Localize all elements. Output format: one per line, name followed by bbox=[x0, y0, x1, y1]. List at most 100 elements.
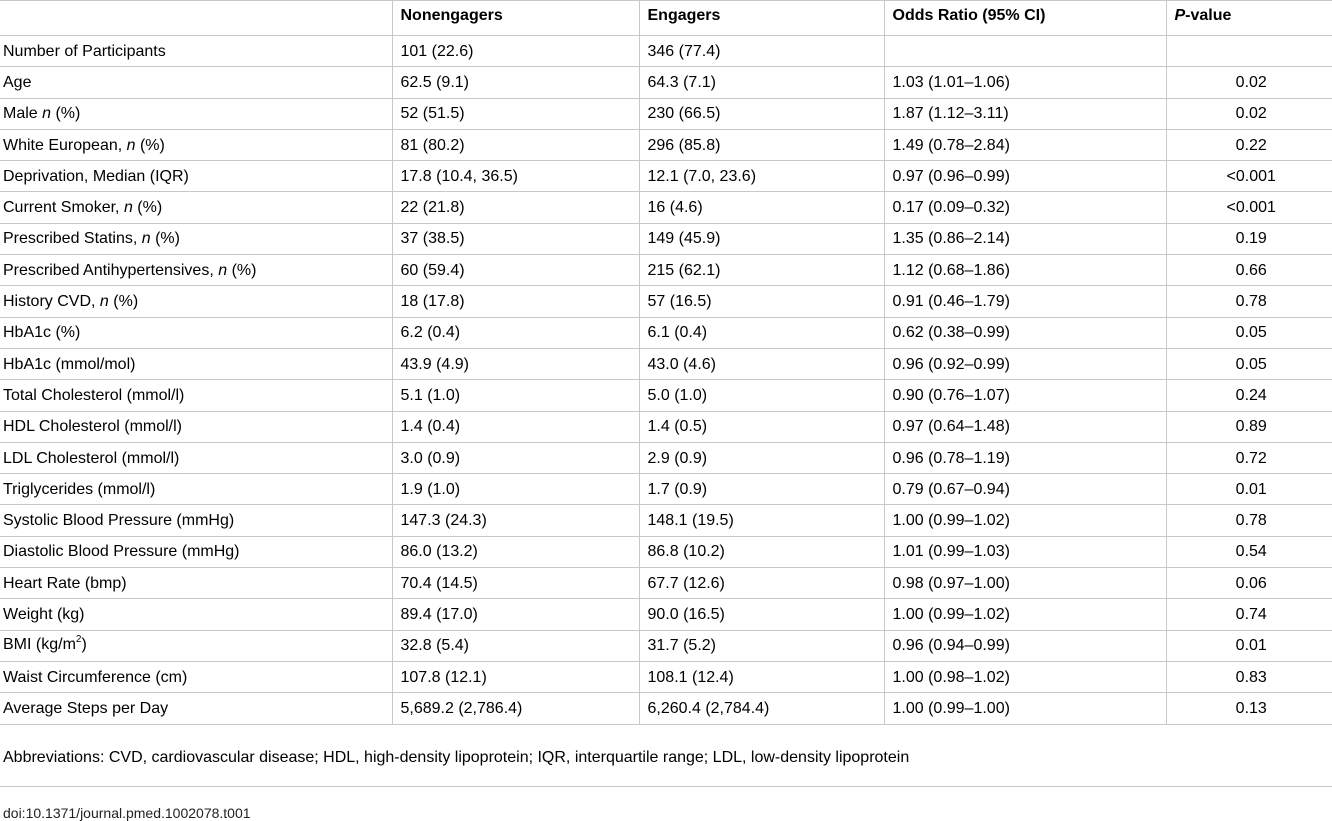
cell-odds-ratio: 1.35 (0.86–2.14) bbox=[883, 223, 1166, 256]
table-row: BMI (kg/m2) 32.8 (5.4) 31.7 (5.2) 0.96 (0.9… bbox=[0, 630, 1332, 662]
row-label-italic: n bbox=[141, 230, 151, 248]
cell-p-value: 0.05 bbox=[1165, 348, 1332, 381]
cell-odds-ratio: 0.98 (0.97–1.00) bbox=[883, 567, 1166, 600]
cell-engagers: 1.4 (0.5) bbox=[638, 411, 884, 443]
cell-engagers: 31.7 (5.2) bbox=[638, 630, 884, 662]
cell-odds-ratio: 0.96 (0.94–0.99) bbox=[883, 630, 1166, 662]
row-label: Average Steps per Day bbox=[0, 692, 392, 725]
doi-text: doi:10.1371/journal.pmed.1002078.t001 bbox=[3, 804, 251, 821]
cell-odds-ratio: 0.62 (0.38–0.99) bbox=[883, 317, 1166, 349]
cell-odds-ratio: 1.00 (0.99–1.02) bbox=[883, 504, 1166, 537]
cell-odds-ratio: 0.17 (0.09–0.32) bbox=[883, 191, 1166, 224]
table-row: Waist Circumference (cm) 107.8 (12.1) 108.… bbox=[0, 661, 1332, 694]
row-label: White European, n (%) bbox=[0, 129, 392, 162]
cell-nonengagers: 1.9 (1.0) bbox=[391, 473, 639, 506]
table-row: Deprivation, Median (IQR) 17.8 (10.4, 36.… bbox=[0, 160, 1332, 193]
cell-p-value: <0.001 bbox=[1165, 191, 1332, 224]
footnote: Abbreviations: CVD, cardiovascular disea… bbox=[0, 725, 1332, 787]
cell-engagers: 57 (16.5) bbox=[638, 285, 884, 318]
header-blank bbox=[0, 0, 392, 36]
row-label-text: Male bbox=[3, 105, 43, 123]
cell-engagers: 67.7 (12.6) bbox=[638, 567, 884, 600]
cell-nonengagers: 43.9 (4.9) bbox=[391, 348, 639, 381]
row-label-superscript: 2 bbox=[75, 634, 82, 646]
cell-nonengagers: 60 (59.4) bbox=[391, 254, 639, 287]
row-label: Systolic Blood Pressure (mmHg) bbox=[0, 504, 392, 537]
row-label: History CVD, n (%) bbox=[0, 285, 392, 318]
table-row: Average Steps per Day 5,689.2 (2,786.4) 6,… bbox=[0, 692, 1332, 725]
row-label-text: Prescribed Antihypertensives, bbox=[3, 261, 219, 279]
cell-engagers: 149 (45.9) bbox=[638, 223, 884, 256]
cell-nonengagers: 86.0 (13.2) bbox=[391, 536, 639, 569]
row-label: Heart Rate (bmp) bbox=[0, 567, 392, 600]
table-row: Current Smoker, n (%) 22 (21.8) 16 (4.6) 0.… bbox=[0, 191, 1332, 224]
cell-odds-ratio: 0.96 (0.92–0.99) bbox=[883, 348, 1166, 381]
cell-engagers: 6,260.4 (2,784.4) bbox=[638, 692, 884, 725]
row-label: Total Cholesterol (mmol/l) bbox=[0, 379, 392, 412]
cell-nonengagers: 5,689.2 (2,786.4) bbox=[391, 692, 639, 725]
table-row: Total Cholesterol (mmol/l) 5.1 (1.0) 5.0 (… bbox=[0, 379, 1332, 412]
row-label-italic: n bbox=[123, 199, 133, 217]
cell-nonengagers: 6.2 (0.4) bbox=[391, 317, 639, 349]
cell-odds-ratio: 1.00 (0.99–1.00) bbox=[883, 692, 1166, 725]
cell-odds-ratio: 1.00 (0.99–1.02) bbox=[883, 598, 1166, 631]
row-label: Prescribed Antihypertensives, n (%) bbox=[0, 254, 392, 287]
cell-p-value: 0.05 bbox=[1165, 317, 1332, 349]
header-row: Nonengagers Engagers Odds Ratio (95% CI)… bbox=[0, 0, 1332, 36]
table-body: Number of Participants 101 (22.6) 346 (77.… bbox=[0, 35, 1332, 725]
row-label-italic: n bbox=[218, 261, 228, 279]
table-row: History CVD, n (%) 18 (17.8) 57 (16.5) 0.91… bbox=[0, 285, 1332, 318]
cell-engagers: 346 (77.4) bbox=[638, 35, 884, 68]
cell-p-value: 0.01 bbox=[1165, 630, 1332, 662]
cell-odds-ratio: 0.79 (0.67–0.94) bbox=[883, 473, 1166, 506]
row-label-text: BMI (kg/m bbox=[3, 636, 76, 654]
table-row: Heart Rate (bmp) 70.4 (14.5) 67.7 (12.6) 0.… bbox=[0, 567, 1332, 600]
table-row: Weight (kg) 89.4 (17.0) 90.0 (16.5) 1.00 (0… bbox=[0, 598, 1332, 631]
header-odds-ratio: Odds Ratio (95% CI) bbox=[883, 0, 1166, 36]
cell-p-value: 0.19 bbox=[1165, 223, 1332, 256]
cell-engagers: 86.8 (10.2) bbox=[638, 536, 884, 569]
row-label: Current Smoker, n (%) bbox=[0, 191, 392, 224]
header-p-value: P-value bbox=[1165, 0, 1332, 36]
cell-p-value: 0.01 bbox=[1165, 473, 1332, 506]
table-row: HbA1c (mmol/mol) 43.9 (4.9) 43.0 (4.6) 0.96… bbox=[0, 348, 1332, 381]
row-label: Diastolic Blood Pressure (mmHg) bbox=[0, 536, 392, 569]
cell-nonengagers: 22 (21.8) bbox=[391, 191, 639, 224]
table-row: Prescribed Statins, n (%) 37 (38.5) 149 (4… bbox=[0, 223, 1332, 256]
cell-nonengagers: 37 (38.5) bbox=[391, 223, 639, 256]
cell-engagers: 230 (66.5) bbox=[638, 98, 884, 130]
cell-p-value: 0.74 bbox=[1165, 598, 1332, 631]
cell-nonengagers: 32.8 (5.4) bbox=[391, 630, 639, 662]
header-p-italic: P bbox=[1174, 7, 1186, 24]
row-label: Weight (kg) bbox=[0, 598, 392, 631]
cell-odds-ratio: 1.03 (1.01–1.06) bbox=[883, 66, 1166, 99]
cell-nonengagers: 1.4 (0.4) bbox=[391, 411, 639, 443]
cell-nonengagers: 101 (22.6) bbox=[391, 35, 639, 68]
table-row: Male n (%) 52 (51.5) 230 (66.5) 1.87 (1.12–… bbox=[0, 98, 1332, 130]
cell-p-value: 0.22 bbox=[1165, 129, 1332, 162]
cell-nonengagers: 5.1 (1.0) bbox=[391, 379, 639, 412]
cell-nonengagers: 147.3 (24.3) bbox=[391, 504, 639, 537]
row-label: Waist Circumference (cm) bbox=[0, 661, 392, 694]
row-label: Male n (%) bbox=[0, 98, 392, 130]
table-row: Diastolic Blood Pressure (mmHg) 86.0 (13.… bbox=[0, 536, 1332, 569]
table-row: Triglycerides (mmol/l) 1.9 (1.0) 1.7 (0.9)… bbox=[0, 473, 1332, 506]
cell-p-value: 0.72 bbox=[1165, 442, 1332, 475]
row-label: HbA1c (%) bbox=[0, 317, 392, 349]
table-row: Prescribed Antihypertensives, n (%) 60 (5… bbox=[0, 254, 1332, 287]
cell-engagers: 148.1 (19.5) bbox=[638, 504, 884, 537]
cell-p-value: 0.13 bbox=[1165, 692, 1332, 725]
cell-odds-ratio: 1.49 (0.78–2.84) bbox=[883, 129, 1166, 162]
row-label: Age bbox=[0, 66, 392, 99]
header-p-rest: -value bbox=[1185, 7, 1232, 24]
cell-nonengagers: 62.5 (9.1) bbox=[391, 66, 639, 99]
cell-engagers: 12.1 (7.0, 23.6) bbox=[638, 160, 884, 193]
row-label-italic: n bbox=[42, 105, 52, 123]
cell-p-value: 0.02 bbox=[1165, 98, 1332, 130]
row-label-suffix: (%) bbox=[51, 105, 81, 123]
table-row: Systolic Blood Pressure (mmHg) 147.3 (24.… bbox=[0, 504, 1332, 537]
cell-engagers: 6.1 (0.4) bbox=[638, 317, 884, 349]
cell-p-value: 0.02 bbox=[1165, 66, 1332, 99]
row-label: Deprivation, Median (IQR) bbox=[0, 160, 392, 193]
